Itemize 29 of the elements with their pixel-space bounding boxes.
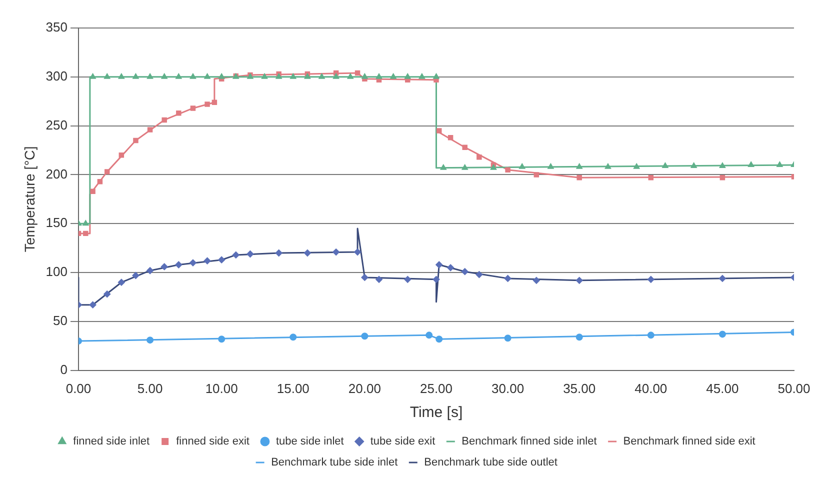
y-axis-title: Temperature [°C] [21,146,38,252]
legend-label: finned side exit [176,436,250,448]
y-tick-label: 0 [60,362,68,377]
y-tick-label: 50 [53,313,68,328]
legend-label: Benchmark tube side inlet [271,456,398,469]
x-tick-label: 20.00 [348,380,381,396]
legend-label: finned side inlet [73,436,150,448]
y-tick-label: 100 [46,264,68,280]
legend-label: Benchmark finned side inlet [462,436,597,448]
x-tick-label: 50.00 [778,380,810,396]
x-tick-label: 0.00 [66,380,92,396]
y-tick-label: 250 [46,117,68,132]
x-tick-label: 45.00 [706,380,739,396]
legend-label: Benchmark finned side exit [623,436,756,448]
x-tick-label: 40.00 [634,380,668,396]
legend-label: tube side exit [370,436,436,448]
x-tick-label: 35.00 [563,380,596,396]
y-tick-label: 300 [46,68,68,84]
legend-label: tube side inlet [276,436,344,448]
legend-label: Benchmark tube side outlet [424,456,558,469]
y-tick-label: 350 [46,20,68,35]
x-tick-label: 25.00 [420,380,453,396]
x-tick-label: 10.00 [205,380,238,396]
x-tick-label: 30.00 [492,380,524,396]
y-tick-label: 200 [46,166,68,182]
x-tick-label: 5.00 [137,380,163,396]
y-tick-label: 150 [46,215,68,230]
x-tick-label: 15.00 [276,380,310,396]
x-axis-title: Time [s] [410,404,463,422]
